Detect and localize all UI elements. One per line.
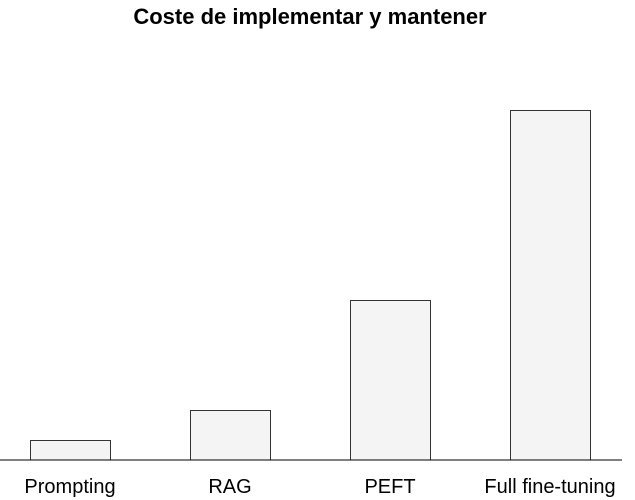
bars-group [30, 110, 591, 461]
bar-rag [190, 410, 271, 461]
chart-title: Coste de implementar y mantener [133, 4, 487, 29]
x-tick-label: Prompting [24, 476, 115, 498]
bar-prompting [30, 440, 111, 461]
x-tick-label: PEFT [364, 476, 415, 498]
x-tick-label: RAG [208, 476, 251, 498]
x-tick-labels: Prompting RAG PEFT Full fine-tuning [24, 476, 615, 498]
bar-full-fine-tuning [510, 110, 591, 461]
x-tick-label: Full fine-tuning [484, 476, 615, 498]
bar-peft [350, 300, 431, 461]
